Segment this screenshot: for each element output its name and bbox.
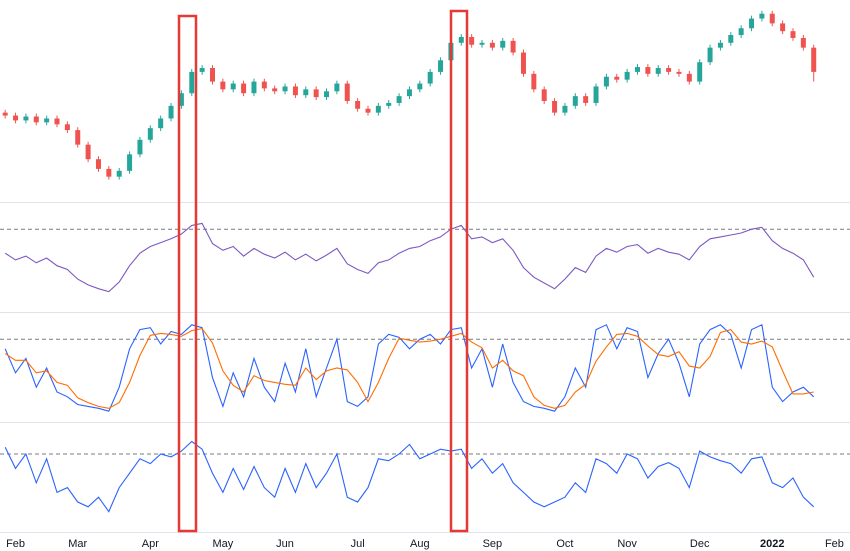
candle-body — [85, 144, 91, 160]
candle-body — [324, 91, 330, 98]
candle-body — [261, 81, 267, 89]
x-tick-label: Apr — [142, 538, 159, 550]
candle-body — [396, 96, 402, 103]
candle-body — [375, 105, 381, 113]
indicator-line — [4, 323, 815, 412]
candle-body — [417, 83, 423, 90]
candle-body — [147, 128, 153, 140]
candle-body — [230, 83, 236, 90]
highlight-box — [177, 14, 198, 533]
candle-body — [2, 112, 8, 116]
candle-body — [593, 86, 599, 103]
candle-body — [199, 68, 205, 72]
candle-body — [572, 96, 578, 106]
candle-body — [686, 73, 692, 82]
indicator-line — [4, 222, 815, 293]
candle-body — [272, 88, 278, 92]
candle-body — [127, 154, 133, 171]
candle-body — [666, 68, 672, 72]
candle-body — [614, 76, 620, 80]
candle-body — [790, 31, 796, 38]
candle-body — [334, 83, 340, 92]
candle-body — [759, 13, 765, 19]
x-tick-label: Nov — [617, 538, 637, 550]
candle-body — [583, 96, 589, 103]
candle-body — [479, 42, 485, 45]
candle-body — [780, 23, 786, 32]
x-tick-label: Mar — [68, 538, 87, 550]
candle-body — [95, 159, 101, 169]
candle-body — [655, 68, 661, 74]
candle-body — [220, 81, 226, 90]
candle-body — [562, 105, 568, 113]
candle-body — [33, 116, 39, 123]
candle-body — [303, 89, 309, 96]
indicator-line — [4, 440, 815, 513]
candle-body — [520, 52, 526, 74]
indicator-line — [4, 327, 814, 409]
candle-body — [738, 28, 744, 36]
highlight-box — [449, 9, 469, 533]
candle-body — [75, 130, 81, 145]
candle-body — [158, 118, 164, 129]
candle-body — [645, 67, 651, 74]
candle-body — [469, 36, 475, 45]
candle-body — [282, 86, 288, 92]
x-tick-label: Jul — [351, 538, 365, 550]
candle-body — [241, 83, 247, 94]
candle-body — [811, 47, 817, 72]
candle-body — [54, 118, 60, 125]
candle-body — [749, 18, 755, 29]
candle-body — [552, 101, 558, 113]
candle-body — [510, 40, 516, 53]
candle-body — [541, 89, 547, 101]
x-tick-label: Jun — [276, 538, 294, 550]
x-tick-label: 2022 — [760, 538, 784, 550]
candle-body — [168, 105, 174, 119]
candle-body — [635, 67, 640, 72]
candle-body — [728, 35, 734, 43]
x-tick-label: Feb — [825, 538, 844, 550]
candle-body — [717, 42, 723, 48]
candle-body — [500, 40, 506, 48]
candle-body — [769, 13, 775, 24]
candle-body — [676, 71, 682, 74]
candle-body — [427, 71, 433, 84]
candle-body — [178, 93, 184, 106]
candle-body — [137, 139, 143, 155]
candle-body — [438, 60, 444, 72]
x-tick-label: Aug — [410, 538, 430, 550]
candle-body — [116, 170, 122, 177]
candle-body — [106, 168, 112, 177]
candle-body — [697, 62, 703, 82]
candle-body — [603, 76, 609, 87]
candle-body — [406, 89, 412, 97]
candle-body — [365, 108, 371, 113]
candle-body — [44, 118, 50, 123]
candle-body — [313, 89, 319, 98]
candle-body — [800, 37, 806, 48]
candle-body — [189, 71, 195, 94]
candle-body — [531, 73, 537, 90]
x-tick-label: Oct — [556, 538, 573, 550]
candle-body — [251, 81, 257, 94]
candle-body — [13, 115, 19, 121]
x-tick-label: Dec — [690, 538, 710, 550]
candle-body — [489, 42, 495, 48]
candle-body — [355, 101, 361, 109]
x-tick-label: Feb — [6, 538, 25, 550]
candle-body — [292, 86, 298, 96]
candle-body — [624, 71, 630, 80]
plot — [0, 10, 850, 513]
candle-body — [707, 47, 713, 63]
candle-body — [458, 36, 464, 43]
candle-body — [64, 124, 70, 131]
candle-body — [210, 68, 215, 82]
x-tick-label: May — [212, 538, 233, 550]
candle-body — [344, 83, 350, 101]
x-tick-label: Sep — [483, 538, 503, 550]
candle-body — [23, 116, 29, 121]
candle-body — [386, 102, 392, 106]
